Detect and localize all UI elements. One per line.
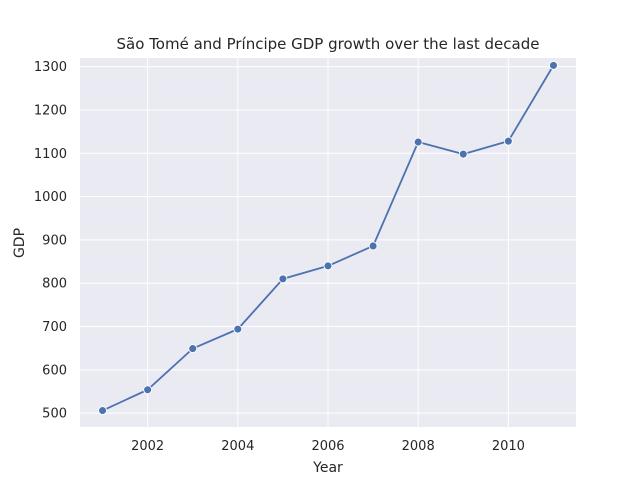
x-axis-label: Year (312, 460, 343, 476)
data-point (458, 149, 468, 159)
x-tick-label: 2002 (131, 439, 164, 454)
y-tick-label: 1000 (34, 190, 67, 205)
x-tick-label: 2008 (402, 439, 435, 454)
y-tick-label: 600 (42, 363, 67, 378)
data-point (368, 241, 378, 251)
data-point (278, 274, 288, 284)
data-point (323, 261, 333, 271)
y-tick-label: 900 (42, 233, 67, 248)
y-tick-label: 1200 (34, 103, 67, 118)
series-layer (98, 60, 558, 415)
x-axis-ticks: 2002 2004 2006 2008 2010 (131, 439, 525, 454)
y-tick-label: 500 (42, 407, 67, 422)
y-axis-ticks: 500 600 700 800 900 1000 1100 1200 1300 (34, 60, 67, 421)
y-tick-label: 700 (42, 320, 67, 335)
data-point (233, 324, 243, 334)
x-tick-label: 2010 (492, 439, 525, 454)
y-tick-label: 1300 (34, 60, 67, 75)
x-tick-label: 2004 (221, 439, 254, 454)
data-point (143, 385, 153, 395)
chart-title: São Tomé and Príncipe GDP growth over th… (117, 35, 540, 53)
data-point (98, 406, 107, 415)
data-point (549, 60, 558, 70)
data-point (503, 136, 513, 146)
x-tick-label: 2006 (311, 439, 344, 454)
data-point (188, 344, 198, 354)
grid (80, 58, 576, 427)
y-tick-label: 800 (42, 277, 67, 292)
data-point (413, 137, 423, 147)
y-tick-label: 1100 (34, 147, 67, 162)
y-axis-label: GDP (12, 228, 28, 258)
